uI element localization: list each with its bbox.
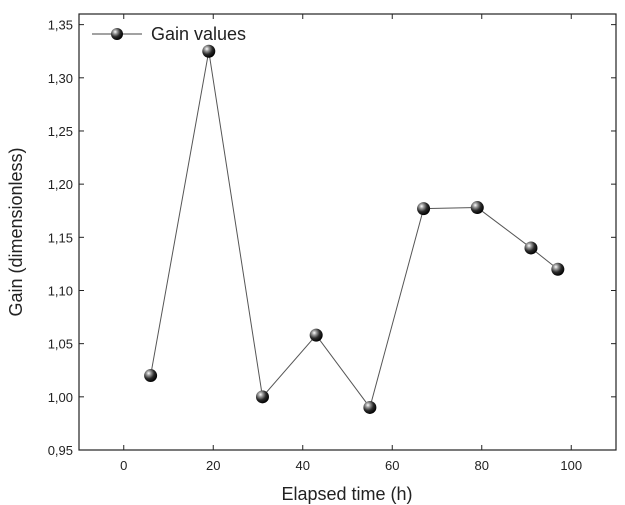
data-point: [144, 369, 158, 383]
data-point: [417, 202, 431, 216]
legend: Gain values: [92, 24, 246, 44]
x-axis-title: Elapsed time (h): [281, 484, 412, 504]
y-tick-label: 1,30: [48, 71, 73, 86]
y-tick-label: 1,20: [48, 177, 73, 192]
y-axis-title: Gain (dimensionless): [6, 147, 26, 316]
legend-label: Gain values: [151, 24, 246, 44]
y-tick-label: 0,95: [48, 443, 73, 458]
x-tick-label: 80: [475, 458, 489, 473]
x-tick-label: 20: [206, 458, 220, 473]
x-tick-label: 0: [120, 458, 127, 473]
x-tick-label: 60: [385, 458, 399, 473]
data-point: [524, 241, 538, 255]
data-point: [470, 201, 484, 215]
y-tick-label: 1,35: [48, 18, 73, 33]
y-tick-label: 1,25: [48, 124, 73, 139]
plot-frame: [78, 13, 617, 451]
y-tick-label: 1,00: [48, 390, 73, 405]
x-axis-ticks: 0 20 40 60 80 100: [120, 14, 582, 473]
series-layer: [144, 44, 565, 414]
y-axis-ticks: 0,95 1,00 1,05 1,10 1,15 1,20 1,25 1,30 1,35: [48, 18, 616, 458]
data-point: [202, 44, 216, 58]
legend-marker: [111, 28, 123, 40]
data-point: [363, 400, 377, 414]
y-tick-label: 1,15: [48, 230, 73, 245]
x-tick-label: 100: [560, 458, 582, 473]
x-tick-label: 40: [296, 458, 310, 473]
data-point: [551, 262, 565, 276]
data-point: [309, 328, 323, 342]
y-tick-label: 1,05: [48, 337, 73, 352]
y-tick-label: 1,10: [48, 283, 73, 298]
data-point: [255, 390, 269, 404]
